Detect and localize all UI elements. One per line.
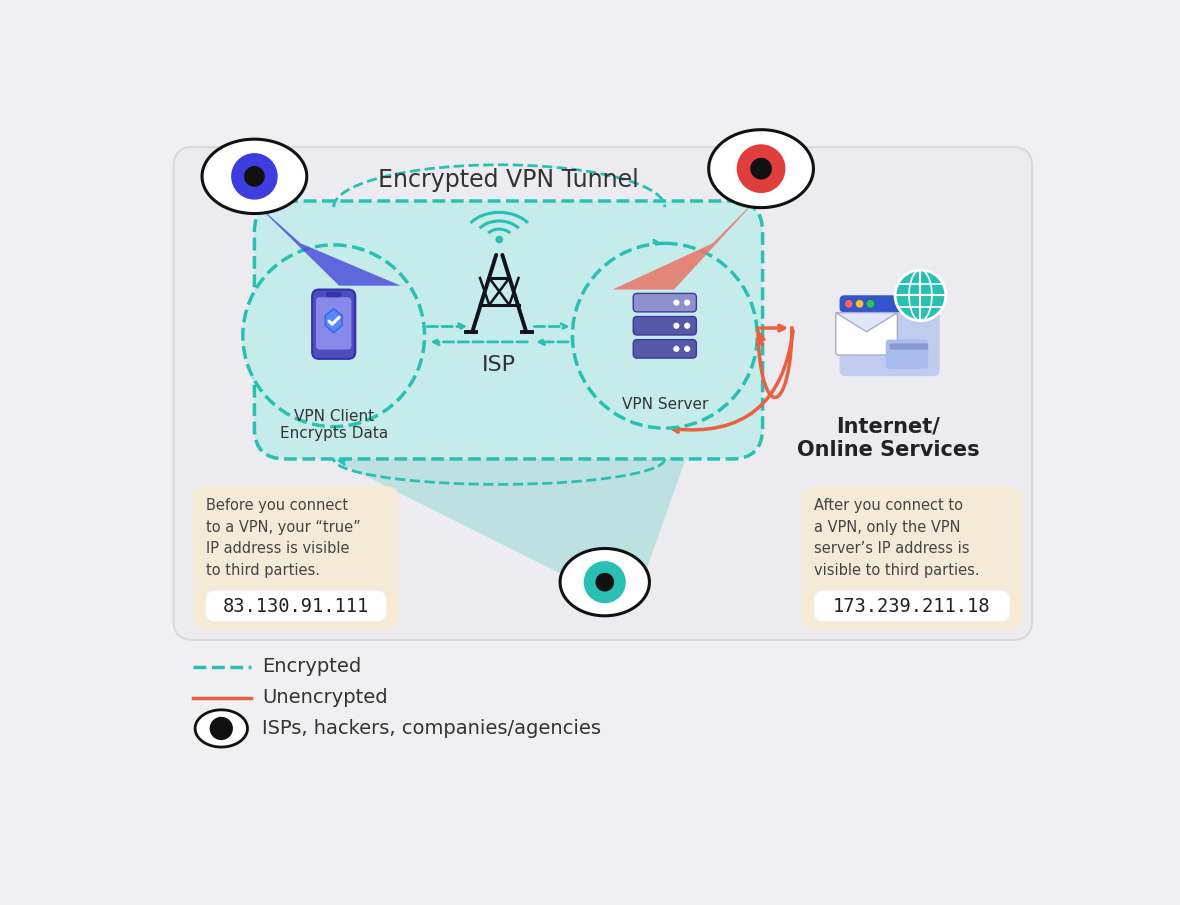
FancyBboxPatch shape <box>192 486 399 631</box>
FancyBboxPatch shape <box>313 290 355 359</box>
Polygon shape <box>612 194 762 290</box>
Circle shape <box>684 346 690 352</box>
FancyBboxPatch shape <box>173 148 1032 640</box>
Circle shape <box>684 323 690 329</box>
Circle shape <box>674 323 680 329</box>
FancyBboxPatch shape <box>886 339 929 369</box>
Circle shape <box>216 723 227 734</box>
FancyBboxPatch shape <box>801 486 1023 631</box>
Circle shape <box>750 157 772 179</box>
Circle shape <box>572 243 758 428</box>
Polygon shape <box>835 312 897 332</box>
Polygon shape <box>326 309 342 333</box>
Circle shape <box>244 166 264 186</box>
Circle shape <box>896 270 946 320</box>
Circle shape <box>584 561 625 604</box>
Text: 83.130.91.111: 83.130.91.111 <box>223 596 369 615</box>
FancyBboxPatch shape <box>255 201 762 459</box>
Circle shape <box>674 346 680 352</box>
Circle shape <box>496 235 503 243</box>
Circle shape <box>231 153 277 200</box>
Circle shape <box>210 717 232 740</box>
Text: Before you connect
to a VPN, your “true”
IP address is visible
to third parties.: Before you connect to a VPN, your “true”… <box>205 499 361 578</box>
FancyBboxPatch shape <box>634 339 696 358</box>
Text: Unencrypted: Unencrypted <box>262 688 388 707</box>
Polygon shape <box>332 459 686 578</box>
FancyBboxPatch shape <box>840 295 939 376</box>
FancyBboxPatch shape <box>835 312 897 355</box>
Text: ISPs, hackers, companies/agencies: ISPs, hackers, companies/agencies <box>262 719 601 738</box>
FancyBboxPatch shape <box>840 295 939 312</box>
Text: Internet/
Online Services: Internet/ Online Services <box>796 416 979 460</box>
Text: VPN Client
Encrypts Data: VPN Client Encrypts Data <box>280 409 388 442</box>
Circle shape <box>845 300 853 308</box>
Polygon shape <box>195 710 248 747</box>
Circle shape <box>684 300 690 306</box>
Text: VPN Server: VPN Server <box>622 397 708 413</box>
FancyBboxPatch shape <box>890 344 929 349</box>
FancyBboxPatch shape <box>814 591 1010 622</box>
Text: After you connect to
a VPN, only the VPN
server’s IP address is
visible to third: After you connect to a VPN, only the VPN… <box>814 499 979 578</box>
Polygon shape <box>560 548 649 615</box>
Polygon shape <box>249 197 401 286</box>
Text: ISP: ISP <box>483 355 517 375</box>
Text: Encrypted VPN Tunnel: Encrypted VPN Tunnel <box>378 167 638 192</box>
Text: 173.239.211.18: 173.239.211.18 <box>833 596 991 615</box>
Polygon shape <box>202 139 307 214</box>
Text: Encrypted: Encrypted <box>262 657 361 676</box>
FancyBboxPatch shape <box>326 291 341 297</box>
FancyBboxPatch shape <box>205 591 386 622</box>
Circle shape <box>736 144 786 193</box>
FancyBboxPatch shape <box>634 293 696 312</box>
FancyBboxPatch shape <box>634 317 696 335</box>
Circle shape <box>243 245 425 426</box>
FancyBboxPatch shape <box>316 297 352 349</box>
Polygon shape <box>709 129 813 207</box>
Circle shape <box>674 300 680 306</box>
Circle shape <box>866 300 874 308</box>
Circle shape <box>856 300 864 308</box>
Circle shape <box>596 573 614 592</box>
